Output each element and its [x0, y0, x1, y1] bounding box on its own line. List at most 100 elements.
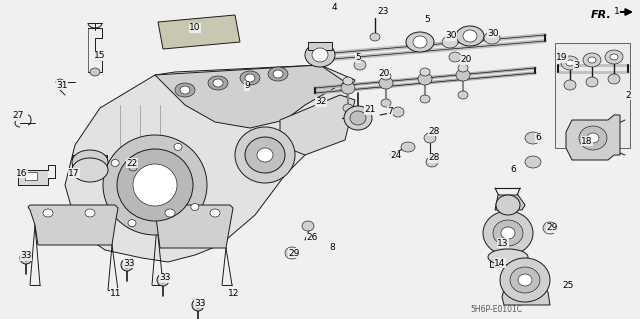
- Ellipse shape: [493, 220, 523, 246]
- Ellipse shape: [129, 165, 137, 171]
- Ellipse shape: [43, 209, 53, 217]
- Ellipse shape: [133, 164, 177, 206]
- Ellipse shape: [456, 69, 470, 81]
- Ellipse shape: [23, 255, 29, 261]
- Ellipse shape: [208, 76, 228, 90]
- Ellipse shape: [401, 142, 415, 152]
- Ellipse shape: [210, 209, 220, 217]
- Ellipse shape: [72, 158, 108, 182]
- Ellipse shape: [424, 133, 436, 143]
- Ellipse shape: [117, 149, 193, 221]
- Ellipse shape: [128, 219, 136, 226]
- Bar: [72, 155, 107, 170]
- Ellipse shape: [341, 82, 355, 94]
- Polygon shape: [28, 205, 118, 245]
- Ellipse shape: [543, 222, 557, 234]
- Ellipse shape: [213, 79, 223, 87]
- Ellipse shape: [343, 77, 353, 85]
- Text: 23: 23: [378, 6, 388, 16]
- Ellipse shape: [458, 91, 468, 99]
- Ellipse shape: [500, 258, 550, 302]
- Ellipse shape: [343, 104, 353, 112]
- Text: 6: 6: [510, 166, 516, 174]
- Ellipse shape: [510, 267, 540, 293]
- Ellipse shape: [449, 52, 461, 62]
- Polygon shape: [280, 95, 355, 155]
- Text: 33: 33: [20, 251, 32, 261]
- Text: 16: 16: [16, 168, 28, 177]
- Ellipse shape: [381, 99, 391, 107]
- Ellipse shape: [180, 86, 190, 94]
- Polygon shape: [152, 205, 233, 248]
- Ellipse shape: [175, 83, 195, 97]
- Ellipse shape: [90, 68, 100, 76]
- Ellipse shape: [501, 227, 515, 239]
- Ellipse shape: [579, 126, 607, 150]
- Text: 18: 18: [581, 137, 593, 145]
- Ellipse shape: [420, 68, 430, 76]
- Ellipse shape: [354, 60, 366, 70]
- Ellipse shape: [191, 204, 199, 211]
- Ellipse shape: [413, 36, 427, 48]
- Ellipse shape: [608, 74, 620, 84]
- Text: 33: 33: [159, 273, 171, 283]
- Polygon shape: [18, 170, 48, 185]
- Ellipse shape: [273, 70, 283, 78]
- Bar: [25, 172, 37, 180]
- Ellipse shape: [111, 160, 119, 167]
- Ellipse shape: [350, 111, 366, 125]
- Polygon shape: [155, 65, 345, 128]
- Bar: [555, 43, 630, 148]
- Ellipse shape: [379, 77, 393, 89]
- Ellipse shape: [566, 60, 574, 66]
- Text: 3: 3: [573, 61, 579, 70]
- Ellipse shape: [547, 225, 553, 231]
- Ellipse shape: [268, 67, 288, 81]
- Text: 5: 5: [424, 16, 430, 25]
- Text: 28: 28: [428, 153, 440, 162]
- Ellipse shape: [525, 132, 541, 144]
- Ellipse shape: [605, 50, 623, 64]
- Ellipse shape: [483, 211, 533, 255]
- Text: 21: 21: [364, 106, 376, 115]
- Text: 4: 4: [331, 4, 337, 12]
- Text: 6: 6: [535, 133, 541, 143]
- Text: 26: 26: [307, 234, 317, 242]
- Text: 27: 27: [12, 112, 24, 121]
- Text: 17: 17: [68, 168, 80, 177]
- Ellipse shape: [245, 74, 255, 82]
- Text: 33: 33: [124, 258, 135, 268]
- Ellipse shape: [121, 259, 133, 271]
- Polygon shape: [495, 195, 525, 210]
- Ellipse shape: [583, 53, 601, 67]
- Text: FR.: FR.: [591, 10, 612, 20]
- Text: 1: 1: [614, 6, 620, 16]
- Text: 20: 20: [378, 69, 390, 78]
- Text: 29: 29: [547, 224, 557, 233]
- Ellipse shape: [157, 274, 169, 286]
- Ellipse shape: [240, 71, 260, 85]
- Ellipse shape: [174, 144, 182, 150]
- Ellipse shape: [165, 209, 175, 217]
- Ellipse shape: [442, 36, 458, 48]
- Text: 24: 24: [390, 152, 402, 160]
- Ellipse shape: [370, 33, 380, 41]
- Ellipse shape: [525, 156, 541, 168]
- Ellipse shape: [588, 57, 596, 63]
- Ellipse shape: [518, 274, 532, 286]
- Ellipse shape: [103, 135, 207, 235]
- Text: 28: 28: [428, 127, 440, 136]
- Ellipse shape: [488, 249, 528, 265]
- Ellipse shape: [289, 250, 295, 256]
- Ellipse shape: [344, 106, 372, 130]
- Text: 20: 20: [460, 56, 472, 64]
- Text: 2: 2: [625, 91, 631, 100]
- Text: 11: 11: [110, 288, 122, 298]
- Text: 32: 32: [316, 98, 326, 107]
- Text: 15: 15: [94, 51, 106, 61]
- Text: 12: 12: [228, 288, 240, 298]
- Ellipse shape: [302, 221, 314, 231]
- Ellipse shape: [381, 72, 391, 80]
- Text: 7: 7: [387, 107, 393, 115]
- Ellipse shape: [587, 133, 599, 143]
